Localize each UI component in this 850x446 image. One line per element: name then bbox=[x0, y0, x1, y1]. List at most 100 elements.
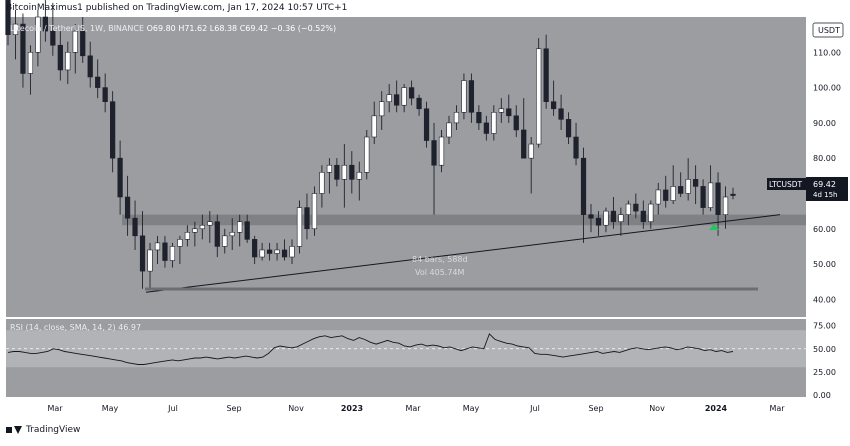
candle bbox=[319, 171, 325, 194]
candle bbox=[207, 221, 213, 226]
candle bbox=[296, 207, 303, 247]
candle bbox=[72, 30, 78, 53]
ascending-trendline bbox=[145, 214, 781, 293]
rsi-tick-label: 75.00 bbox=[813, 322, 836, 331]
currency-badge[interactable] bbox=[812, 22, 844, 38]
candle bbox=[573, 136, 579, 159]
candle bbox=[304, 207, 310, 230]
candle bbox=[364, 136, 370, 173]
price-tick-label: 50.00 bbox=[813, 260, 836, 269]
candle bbox=[521, 129, 527, 159]
candle bbox=[184, 231, 190, 240]
legend-change: −0.36 (−0.52%) bbox=[270, 24, 337, 33]
candle bbox=[35, 16, 41, 53]
candle bbox=[147, 249, 153, 272]
time-tick-label: Nov bbox=[288, 404, 304, 413]
time-tick-label: Sep bbox=[226, 404, 241, 413]
legend-low: L68.38 bbox=[209, 24, 238, 33]
time-tick-label: Mar bbox=[405, 404, 421, 413]
candle bbox=[670, 186, 676, 201]
candle bbox=[476, 111, 482, 124]
candle bbox=[431, 140, 437, 166]
publish-header: BitcoinMaximus1 published on TradingView… bbox=[6, 3, 348, 13]
candle bbox=[281, 249, 288, 258]
price-axis[interactable] bbox=[806, 17, 848, 397]
time-tick-label: Jul bbox=[529, 404, 540, 413]
candle bbox=[401, 87, 407, 106]
candle bbox=[326, 164, 333, 173]
candle bbox=[423, 108, 430, 141]
price-tick-label: 90.00 bbox=[813, 119, 836, 128]
time-tick-label: May bbox=[463, 404, 480, 413]
candle-series bbox=[5, 0, 736, 289]
candle bbox=[102, 87, 108, 103]
candle bbox=[588, 214, 594, 219]
candle bbox=[498, 108, 504, 113]
time-tick-label: May bbox=[102, 404, 119, 413]
candle bbox=[356, 171, 362, 180]
candle bbox=[87, 55, 93, 78]
rsi-tick-label: 25.00 bbox=[813, 368, 836, 377]
candle bbox=[12, 23, 19, 35]
candle bbox=[80, 30, 86, 57]
time-axis[interactable] bbox=[6, 398, 806, 418]
rsi-line bbox=[7, 333, 734, 365]
candle bbox=[50, 30, 56, 46]
price-tick-label: 100.00 bbox=[813, 84, 841, 93]
candle bbox=[214, 221, 220, 247]
candle bbox=[528, 143, 534, 159]
candle bbox=[110, 101, 116, 159]
rsi-tick-label: 50.00 bbox=[813, 345, 836, 354]
candle bbox=[95, 76, 101, 88]
candle bbox=[491, 111, 497, 134]
price-tag bbox=[806, 177, 848, 201]
candle bbox=[27, 51, 34, 74]
support-zone bbox=[122, 214, 806, 226]
candle bbox=[252, 239, 258, 258]
candle bbox=[139, 235, 146, 272]
symbol-tag bbox=[767, 178, 806, 190]
candle bbox=[132, 217, 138, 237]
candle bbox=[341, 164, 347, 180]
time-tick-label: 2023 bbox=[341, 404, 363, 413]
footer-brand: TradingView bbox=[26, 425, 81, 435]
candle bbox=[162, 242, 168, 261]
candle bbox=[483, 122, 489, 134]
measure-bars: 84 bars, 588d bbox=[412, 255, 468, 264]
candle bbox=[595, 217, 602, 226]
time-tick-label: 2024 bbox=[705, 404, 728, 413]
chart-legend[interactable]: Litecoin / TetherUS, 1W, BINANCE O69.80 … bbox=[10, 24, 336, 33]
candle bbox=[65, 51, 71, 71]
candle bbox=[20, 23, 26, 74]
candle bbox=[349, 164, 355, 180]
candle bbox=[192, 228, 198, 233]
candle bbox=[655, 189, 661, 205]
main-panel[interactable] bbox=[6, 17, 806, 317]
candle bbox=[625, 203, 631, 215]
legend-symbol: Litecoin / TetherUS, 1W, BINANCE bbox=[10, 24, 145, 33]
candle bbox=[618, 214, 624, 223]
rsi-legend[interactable]: RSI (14, close, SMA, 14, 2) 46.97 bbox=[10, 323, 141, 332]
rsi-tick-label: 0.00 bbox=[813, 391, 831, 400]
candle bbox=[610, 210, 617, 223]
candle bbox=[57, 44, 63, 71]
candle bbox=[700, 186, 706, 208]
footer[interactable]: TradingView bbox=[6, 425, 80, 435]
time-tick-label: Mar bbox=[769, 404, 785, 413]
candle bbox=[506, 108, 512, 117]
candle bbox=[513, 115, 519, 131]
candle bbox=[266, 249, 273, 254]
candle bbox=[379, 101, 385, 117]
time-ticks: Mar May Jul Sep Nov 2023 Mar May Jul Sep Nov 2024 Ma… bbox=[47, 404, 785, 413]
candle bbox=[438, 136, 445, 166]
candle bbox=[5, 0, 11, 35]
candle bbox=[154, 242, 161, 251]
candle bbox=[289, 246, 295, 258]
candle bbox=[468, 80, 475, 113]
price-tag-value: 69.42 bbox=[813, 180, 836, 189]
candle bbox=[453, 111, 460, 124]
candle bbox=[558, 108, 564, 120]
candle bbox=[334, 164, 340, 180]
candle bbox=[42, 16, 48, 32]
